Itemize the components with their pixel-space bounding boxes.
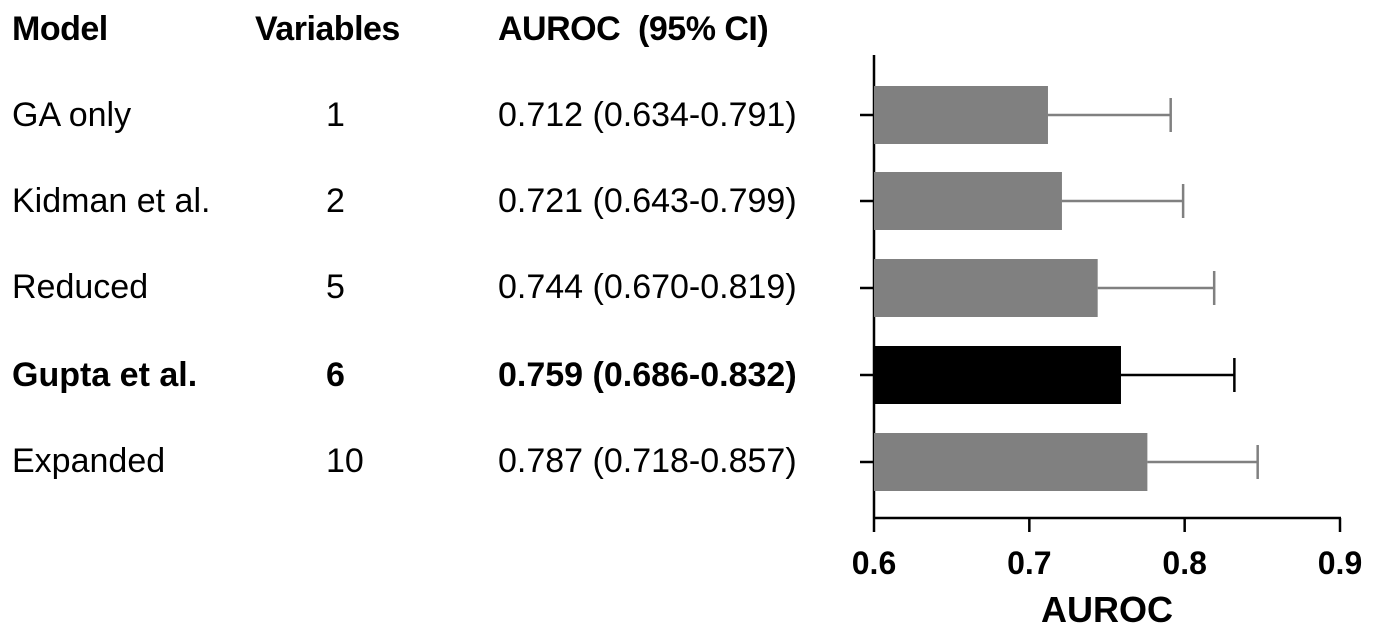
row-auroc-ci-value: 0.787 (0.718-0.857) [498, 442, 797, 480]
row-model-label: Gupta et al. [12, 356, 198, 394]
x-tick-label: 0.7 [1007, 545, 1051, 581]
row-variables-value: 1 [326, 96, 345, 134]
row-model-label: GA only [12, 96, 132, 134]
bar [874, 86, 1048, 144]
row-model-label: Kidman et al. [12, 182, 211, 220]
x-tick-label: 0.9 [1318, 545, 1362, 581]
row-auroc-ci-value: 0.744 (0.670-0.819) [498, 268, 797, 306]
row-model-label: Expanded [12, 442, 166, 480]
row-variables-value: 6 [326, 356, 345, 394]
row-variables-value: 10 [326, 442, 364, 480]
bar [874, 259, 1098, 317]
header-auroc-ci: AUROC (95% CI) [498, 10, 769, 48]
row-auroc-ci-value: 0.721 (0.643-0.799) [498, 182, 797, 220]
bar [874, 433, 1148, 491]
x-tick-label: 0.8 [1162, 545, 1206, 581]
bar [874, 172, 1062, 230]
x-axis-title: AUROC [1041, 589, 1173, 627]
row-auroc-ci-value: 0.759 (0.686-0.832) [498, 356, 797, 394]
row-model-label: Reduced [12, 268, 149, 306]
row-variables-value: 5 [326, 268, 345, 306]
row-auroc-ci-value: 0.712 (0.634-0.791) [498, 96, 797, 134]
bar [874, 346, 1121, 404]
row-variables-value: 2 [326, 182, 345, 220]
header-variables: Variables [255, 10, 400, 48]
x-tick-label: 0.6 [852, 545, 896, 581]
header-model: Model [12, 10, 108, 48]
